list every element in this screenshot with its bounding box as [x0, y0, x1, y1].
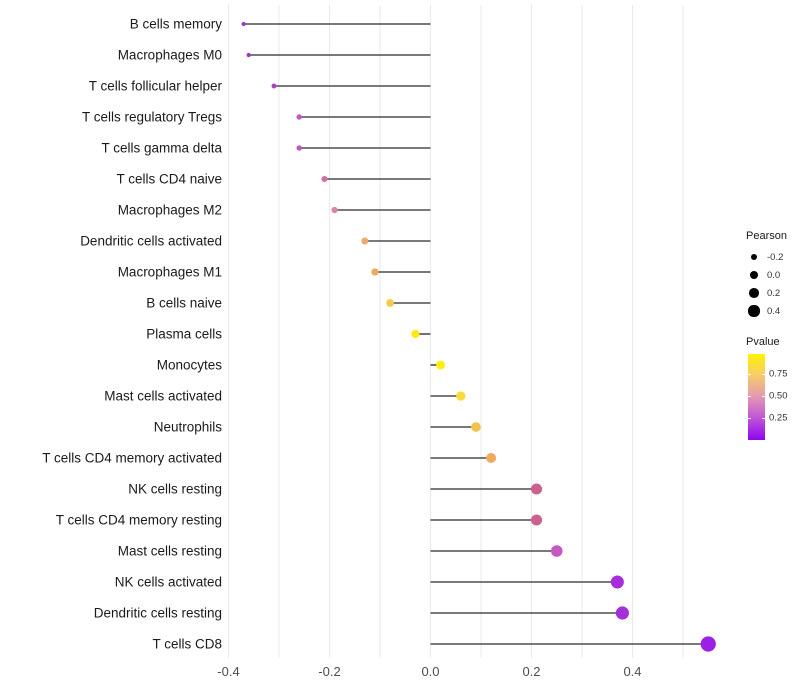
- legend-size-label: -0.2: [767, 251, 784, 263]
- colorbar-tick-label: 0.25: [769, 412, 788, 424]
- legend-pearson-item: 0.0: [746, 266, 800, 284]
- category-label: Monocytes: [157, 358, 223, 373]
- lollipop-dot: [411, 329, 420, 339]
- category-label: T cells CD8: [152, 637, 222, 652]
- colorbar-tick-mark: [762, 395, 765, 397]
- pvalue-colorbar-wrap: 0.75 0.50 0.25: [746, 354, 800, 446]
- lollipop-dot: [550, 545, 563, 557]
- category-label: T cells gamma delta: [101, 141, 222, 156]
- lollipop-dot: [241, 21, 246, 27]
- colorbar-tick-mark: [762, 417, 765, 419]
- legend-pvalue: Pvalue 0.75 0.50 0.25: [746, 336, 800, 446]
- colorbar-tick-mark: [762, 373, 765, 375]
- lollipop-dot: [471, 422, 481, 432]
- x-tick-label: -0.4: [217, 664, 239, 679]
- lollipop-dot: [530, 514, 543, 526]
- legend-size-label: 0.2: [767, 287, 781, 299]
- x-tick-label: 0.2: [522, 664, 540, 679]
- lollipop-dot: [371, 268, 379, 276]
- legend-size-label: 0.0: [767, 269, 781, 281]
- lollipop-dot: [486, 452, 497, 464]
- category-label: T cells CD4 memory activated: [42, 451, 222, 466]
- colorbar-tick-label: 0.75: [769, 368, 788, 380]
- category-label: Plasma cells: [146, 327, 222, 342]
- colorbar-tick-mark: [748, 417, 751, 419]
- colorbar-tick-mark: [748, 395, 751, 397]
- category-label: T cells regulatory Tregs: [82, 110, 222, 125]
- category-label: T cells follicular helper: [89, 79, 223, 94]
- category-label: Dendritic cells resting: [94, 606, 222, 621]
- lollipop-dot: [246, 52, 251, 58]
- legend-size-label: 0.4: [767, 305, 781, 317]
- lollipop-dot: [361, 237, 369, 245]
- legend-size-dot: [749, 270, 759, 280]
- lollipop-dot: [271, 83, 277, 89]
- category-label: Neutrophils: [154, 420, 223, 435]
- lollipop-dot: [530, 483, 543, 495]
- legend-pearson-title: Pearson: [746, 230, 787, 242]
- category-label: NK cells activated: [115, 575, 222, 590]
- legend-pearson-item: 0.4: [746, 302, 800, 320]
- lollipop-dot: [700, 636, 716, 652]
- legend-size-dot-cell: [746, 303, 762, 319]
- x-tick-label: -0.2: [318, 664, 340, 679]
- legend-size-dot-cell: [746, 267, 762, 283]
- category-label: Mast cells resting: [118, 544, 222, 559]
- legend-size-dot-cell: [746, 249, 762, 265]
- lollipop-dot: [386, 299, 394, 307]
- legend-size-dot: [748, 305, 760, 317]
- legend-pearson: Pearson -0.2 0.0 0.2 0.4: [746, 230, 800, 320]
- category-label: Dendritic cells activated: [80, 234, 222, 249]
- x-tick-label: 0.0: [421, 664, 439, 679]
- category-label: T cells CD4 memory resting: [56, 513, 222, 528]
- legend-pearson-item: -0.2: [746, 248, 800, 266]
- lollipop-dot: [331, 206, 338, 214]
- legend-size-dot: [749, 288, 759, 298]
- lollipop-dot: [296, 145, 302, 151]
- legend-pvalue-title: Pvalue: [746, 336, 780, 348]
- category-label: Mast cells activated: [104, 389, 222, 404]
- legend-size-dot-cell: [746, 285, 762, 301]
- category-label: Macrophages M1: [118, 265, 222, 280]
- category-label: T cells CD4 naive: [116, 172, 222, 187]
- colorbar-tick-mark: [748, 373, 751, 375]
- pvalue-colorbar: [748, 354, 765, 440]
- legend-pearson-item: 0.2: [746, 284, 800, 302]
- legend-size-dot: [750, 253, 758, 261]
- category-label: NK cells resting: [128, 482, 222, 497]
- legend-pearson-items: -0.2 0.0 0.2 0.4: [746, 248, 800, 320]
- x-tick-label: 0.4: [623, 664, 641, 679]
- lollipop-dot: [610, 575, 624, 589]
- lollipop-dot: [456, 391, 466, 401]
- lollipop-dot: [296, 114, 302, 120]
- colorbar-tick-label: 0.50: [769, 390, 788, 402]
- lollipop-dot: [615, 606, 629, 620]
- category-label: Macrophages M2: [118, 203, 222, 218]
- category-label: B cells naive: [146, 296, 222, 311]
- lollipop-dot: [436, 360, 446, 370]
- category-label: B cells memory: [130, 17, 223, 32]
- lollipop-dot: [321, 175, 328, 183]
- category-label: Macrophages M0: [118, 48, 222, 63]
